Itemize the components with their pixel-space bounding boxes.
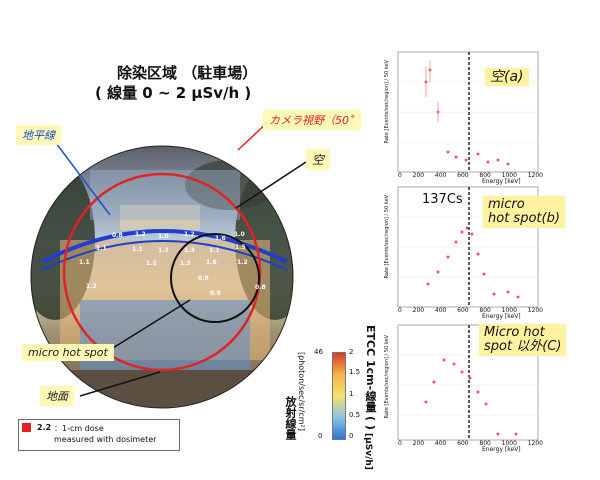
map-value: 0.9 xyxy=(210,290,221,297)
x-tick: 600 xyxy=(457,307,469,314)
x-tick: 1000 xyxy=(501,307,517,314)
right-scale-title: ETCC 1cm-線量 ( ) xyxy=(364,325,377,430)
x-tick: 400 xyxy=(434,440,447,447)
map-value: 1.2 xyxy=(135,231,146,238)
x-tick: 1200 xyxy=(527,172,543,179)
horizon-label: 地平線 xyxy=(16,125,61,145)
map-value: 1.1 xyxy=(209,247,220,254)
map-value: 1.0 xyxy=(158,233,169,240)
map-value: 1.3 xyxy=(180,260,191,267)
right-scale-unit: [μSv/h] xyxy=(363,433,373,470)
left-scale-unit: [photon/sec/sr/cm²] xyxy=(297,352,306,431)
legend: 2.2 ：1-cm dose measured with dosimeter xyxy=(18,419,180,451)
x-tick: 600 xyxy=(457,172,469,179)
page-title: 除染区域 （駐車場） xyxy=(117,64,258,82)
map-values: 0.8 1.2 1.0 1.2 1.6 1.0 1.1 1.1 1.2 1.3 … xyxy=(0,0,300,400)
camera-fov-label: カメラ視野（50˚ xyxy=(263,110,361,130)
label-line: micro xyxy=(488,197,525,212)
x-tick: 1000 xyxy=(501,440,517,447)
spectrum-top-label: 空(a) xyxy=(485,68,529,86)
ground-label: 地面 xyxy=(40,386,74,406)
x-tick: 1200 xyxy=(527,440,543,447)
spectrum-bottom-label: Micro hot spot 以外(C) xyxy=(479,324,567,356)
left-scale-min: 0 xyxy=(318,432,323,440)
left-scale-max: 46 xyxy=(314,348,323,356)
map-value: 0.8 xyxy=(112,232,123,239)
map-value: 1.1 xyxy=(79,259,90,266)
map-value: 1.1 xyxy=(96,245,107,252)
x-tick: 400 xyxy=(434,307,447,314)
spectrum-middle-label: micro hot spot(b) xyxy=(483,196,565,228)
x-axis-label-middle: Energy [keV] xyxy=(482,313,521,320)
x-tick: 0 xyxy=(398,172,402,179)
x-tick: 800 xyxy=(479,440,491,447)
map-value: 0.8 xyxy=(255,284,266,291)
map-value: 1.6 xyxy=(206,259,217,266)
label-line: Micro hot xyxy=(484,325,545,340)
x-axis-label-top: Energy [keV] xyxy=(482,178,521,185)
color-scale xyxy=(332,352,346,440)
label-line: spot 以外(C) xyxy=(484,339,562,354)
micro-hot-spot-label: micro hot spot xyxy=(22,344,114,361)
x-tick: 800 xyxy=(479,172,491,179)
x-tick: 800 xyxy=(479,307,491,314)
legend-swatch xyxy=(22,423,31,432)
map-value: 1.2 xyxy=(86,283,97,290)
map-value: 1.0 xyxy=(234,231,245,238)
map-value: 1.2 xyxy=(158,247,169,254)
spectra-panels xyxy=(397,51,539,441)
label-line: hot spot(b) xyxy=(488,211,560,226)
x-ticks-top: 0 200 400 600 800 1000 1200 xyxy=(398,172,543,179)
right-scale-tick: 0.5 xyxy=(349,411,361,419)
map-value: 1.3 xyxy=(184,247,195,254)
map-value: 1.6 xyxy=(215,235,226,242)
x-axis-label-bottom: Energy [keV] xyxy=(482,446,521,453)
y-axis-label-middle: Rate [Events/sec/region] / 50 keV xyxy=(384,195,390,279)
right-scale-tick: 1.5 xyxy=(349,368,361,376)
left-scale-title: 放射線量 xyxy=(284,396,297,440)
map-value: 1.1 xyxy=(132,246,143,253)
right-scale-min: 0 xyxy=(349,432,354,440)
page-subtitle: ( 線量 0 ~ 2 μSv/h ) xyxy=(95,84,252,102)
x-tick: 400 xyxy=(434,172,447,179)
x-tick: 600 xyxy=(457,440,469,447)
x-tick: 200 xyxy=(412,440,425,447)
map-value: 1.2 xyxy=(237,259,248,266)
legend-text: ：1-cm dose xyxy=(54,424,104,433)
right-scale-tick: 1 xyxy=(349,390,354,398)
isotope-label: 137Cs xyxy=(422,192,463,207)
isotope-text: 137Cs xyxy=(422,192,463,207)
y-axis-label-top: Rate [Events/sec/region] / 50 keV xyxy=(384,60,390,144)
y-axis-label-bottom: Rate [Events/sec/region] / 50 keV xyxy=(384,335,390,419)
x-ticks-middle: 0 200 400 600 800 1000 1200 xyxy=(398,307,543,314)
x-ticks-bottom: 0 200 400 600 800 1000 1200 xyxy=(398,440,543,447)
sky-label: 空 xyxy=(306,149,331,170)
map-value: 1.5 xyxy=(235,244,246,251)
x-tick: 0 xyxy=(398,440,402,447)
map-value: 1.2 xyxy=(146,260,157,267)
x-tick: 0 xyxy=(398,307,402,314)
x-tick: 200 xyxy=(412,307,425,314)
legend-text: measured with dosimeter xyxy=(54,435,157,444)
map-value: 0.9 xyxy=(198,275,209,282)
x-tick: 1200 xyxy=(527,307,543,314)
map-value: 1.2 xyxy=(184,231,195,238)
x-tick: 200 xyxy=(412,172,425,179)
right-scale-max: 2 xyxy=(349,348,354,356)
legend-value: 2.2 xyxy=(37,423,52,432)
x-tick: 1000 xyxy=(501,172,517,179)
